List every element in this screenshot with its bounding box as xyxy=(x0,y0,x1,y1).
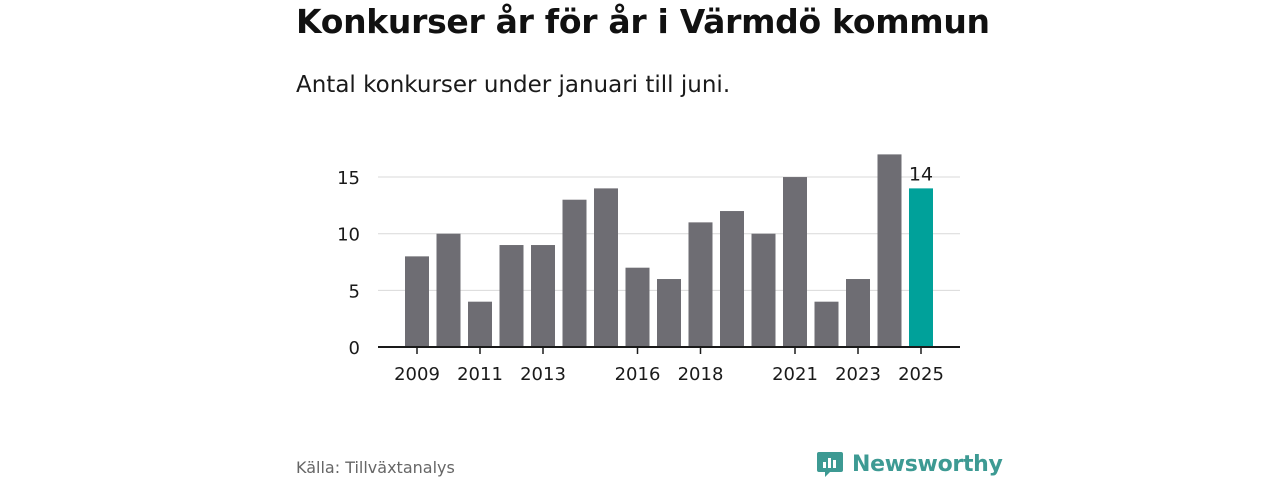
bar-2015 xyxy=(594,188,618,347)
x-tick-label-2018: 2018 xyxy=(678,364,724,385)
bar-2020 xyxy=(751,233,776,347)
bar-chart-speech-bubble-icon xyxy=(817,452,843,477)
brand-name: Newsworthy xyxy=(852,451,1003,477)
axes xyxy=(378,346,960,354)
bar-2017 xyxy=(657,279,681,347)
x-tick-label-2021: 2021 xyxy=(772,364,818,385)
bar-2024 xyxy=(877,154,902,347)
bar-2016 xyxy=(625,267,650,347)
bar-2011 xyxy=(468,301,492,347)
newsworthy-logo: Newsworthy xyxy=(816,448,1003,480)
grid-lines xyxy=(378,176,960,291)
bar-2021 xyxy=(783,177,807,347)
x-tick-label-2013: 2013 xyxy=(520,364,566,385)
chart-subtitle: Antal konkurser under januari till juni. xyxy=(296,72,731,98)
bar-2014 xyxy=(562,199,587,347)
x-tick-label-2011: 2011 xyxy=(457,364,503,385)
x-tick-label-2009: 2009 xyxy=(394,364,440,385)
bar-2025 xyxy=(909,188,933,347)
bar-2022 xyxy=(814,301,839,347)
bars xyxy=(405,154,933,347)
bar-2010 xyxy=(436,233,461,347)
y-tick-label-10: 10 xyxy=(337,225,360,246)
chart-title: Konkurser år för år i Värmdö kommun xyxy=(296,2,990,41)
x-tick-label-2016: 2016 xyxy=(615,364,661,385)
data-label-2025: 14 xyxy=(909,163,933,185)
x-tick-label-2025: 2025 xyxy=(898,364,944,385)
bar-chart: 0 5 10 15 2009 2011 2013 2016 2018 2021 2023 2025 14 xyxy=(337,154,960,385)
bar-2013 xyxy=(531,245,555,347)
bar-2023 xyxy=(846,279,870,347)
y-tick-label-5: 5 xyxy=(349,281,360,302)
y-tick-label-0: 0 xyxy=(349,338,360,359)
bar-2018 xyxy=(688,222,713,347)
labels: 0 5 10 15 2009 2011 2013 2016 2018 2021 2023 2025 14 xyxy=(337,163,944,385)
bar-2019 xyxy=(720,211,744,347)
source-note: Källa: Tillväxtanalys xyxy=(296,458,455,477)
bar-2012 xyxy=(499,245,524,347)
y-tick-label-15: 15 xyxy=(337,168,360,189)
bar-2009 xyxy=(405,256,429,347)
x-tick-label-2023: 2023 xyxy=(835,364,881,385)
